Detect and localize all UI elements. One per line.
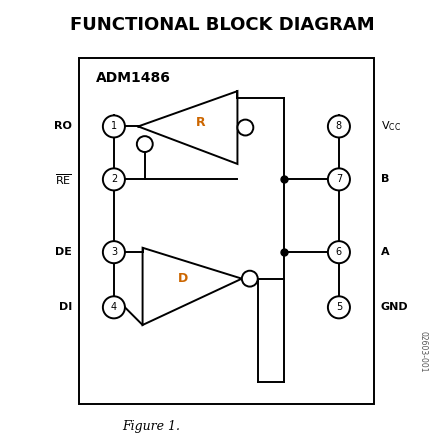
Text: 4: 4 xyxy=(111,302,117,312)
Text: 1: 1 xyxy=(111,122,117,131)
Text: $\mathrm{V_{CC}}$: $\mathrm{V_{CC}}$ xyxy=(381,119,401,133)
Text: $\overline{\mathrm{RE}}$: $\overline{\mathrm{RE}}$ xyxy=(55,172,72,187)
Text: GND: GND xyxy=(381,302,408,312)
Text: D: D xyxy=(178,272,189,285)
Circle shape xyxy=(242,271,258,287)
Text: DE: DE xyxy=(55,247,72,257)
Text: RO: RO xyxy=(54,122,72,131)
Circle shape xyxy=(137,136,153,152)
Text: A: A xyxy=(381,247,389,257)
Text: 7: 7 xyxy=(336,174,342,184)
Circle shape xyxy=(328,169,350,190)
Circle shape xyxy=(238,120,254,135)
Circle shape xyxy=(103,169,125,190)
Text: ADM1486: ADM1486 xyxy=(96,71,171,85)
Text: 02603-001: 02603-001 xyxy=(418,331,427,372)
Text: 3: 3 xyxy=(111,247,117,257)
Circle shape xyxy=(328,115,350,138)
Text: 6: 6 xyxy=(336,247,342,257)
Circle shape xyxy=(103,115,125,138)
Text: 5: 5 xyxy=(336,302,342,312)
Text: 8: 8 xyxy=(336,122,342,131)
Circle shape xyxy=(328,241,350,263)
Circle shape xyxy=(328,296,350,318)
Text: R: R xyxy=(196,115,206,129)
Circle shape xyxy=(103,241,125,263)
Text: B: B xyxy=(381,174,389,184)
Circle shape xyxy=(103,296,125,318)
Text: Figure 1.: Figure 1. xyxy=(123,420,180,433)
FancyBboxPatch shape xyxy=(79,58,374,405)
Text: DI: DI xyxy=(59,302,72,312)
Text: 2: 2 xyxy=(111,174,117,184)
Text: FUNCTIONAL BLOCK DIAGRAM: FUNCTIONAL BLOCK DIAGRAM xyxy=(70,16,374,34)
